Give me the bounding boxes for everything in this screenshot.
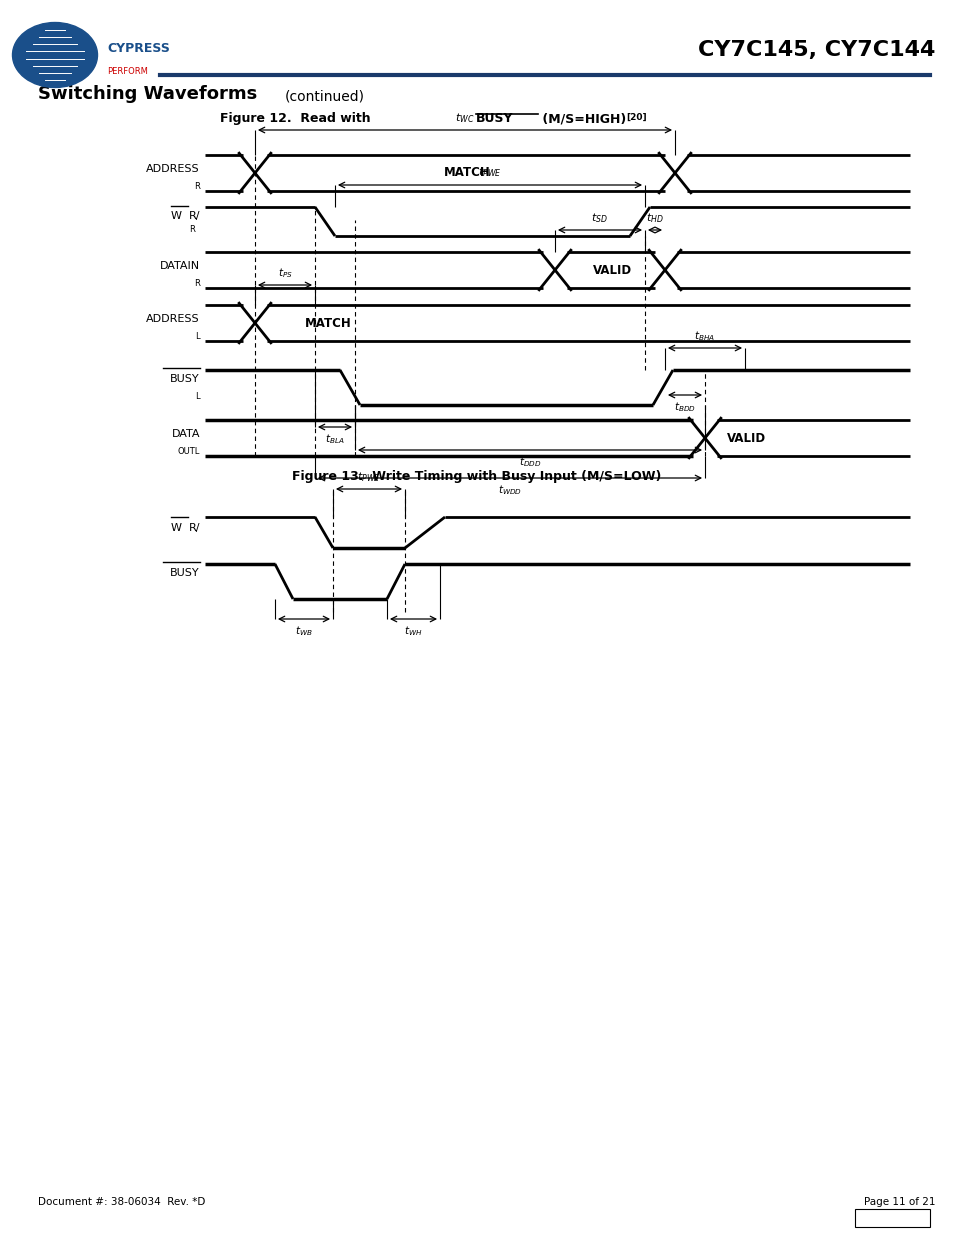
- Text: t$_{HD}$: t$_{HD}$: [645, 211, 663, 225]
- Text: OUTL: OUTL: [177, 447, 200, 456]
- Text: MATCH: MATCH: [305, 316, 352, 330]
- Text: t$_{BHA}$: t$_{BHA}$: [694, 329, 715, 342]
- Text: t$_{PWE}$: t$_{PWE}$: [477, 165, 501, 179]
- Text: t$_{WDD}$: t$_{WDD}$: [497, 483, 521, 498]
- Text: ADDRESS: ADDRESS: [146, 314, 200, 324]
- Text: R/: R/: [189, 211, 200, 221]
- Bar: [854, 1209, 929, 1228]
- Text: ADDRESS: ADDRESS: [146, 164, 200, 174]
- Text: PERFORM: PERFORM: [107, 68, 148, 77]
- Text: t$_{BDD}$: t$_{BDD}$: [674, 400, 696, 414]
- Text: R: R: [189, 226, 194, 235]
- Text: VALID: VALID: [726, 431, 765, 445]
- Text: BUSY: BUSY: [171, 568, 200, 578]
- Text: DATAIN: DATAIN: [160, 261, 200, 270]
- Text: R: R: [193, 279, 200, 288]
- Text: t$_{WC}$: t$_{WC}$: [455, 111, 475, 125]
- Text: BUSY: BUSY: [476, 112, 513, 125]
- Text: W: W: [171, 522, 182, 534]
- Text: Document #: 38-06034  Rev. *D: Document #: 38-06034 Rev. *D: [38, 1197, 205, 1207]
- Text: t$_{SD}$: t$_{SD}$: [591, 211, 608, 225]
- Text: t$_{WH}$: t$_{WH}$: [404, 625, 422, 638]
- Text: VALID: VALID: [593, 263, 632, 277]
- Text: [20]: [20]: [625, 112, 646, 122]
- Text: BUSY: BUSY: [171, 374, 200, 384]
- Text: t$_{BLA}$: t$_{BLA}$: [325, 432, 344, 446]
- Text: DATA: DATA: [172, 429, 200, 438]
- Ellipse shape: [12, 22, 97, 88]
- Text: t$_{PS}$: t$_{PS}$: [277, 266, 293, 279]
- Text: (M/S=HIGH): (M/S=HIGH): [537, 112, 625, 125]
- Text: L: L: [195, 331, 200, 341]
- Text: Page 11 of 21: Page 11 of 21: [862, 1197, 934, 1207]
- Text: MATCH: MATCH: [444, 167, 491, 179]
- Text: R/: R/: [189, 522, 200, 534]
- Text: Switching Waveforms: Switching Waveforms: [38, 85, 257, 103]
- Text: t$_{PWE}$: t$_{PWE}$: [356, 469, 380, 483]
- Text: Figure 13.  Write Timing with Busy Input (M/S=LOW): Figure 13. Write Timing with Busy Input …: [292, 471, 661, 483]
- Text: L: L: [195, 391, 200, 400]
- Text: CYPRESS: CYPRESS: [107, 42, 170, 56]
- Text: t$_{DDD}$: t$_{DDD}$: [518, 456, 540, 469]
- Text: Figure 12.  Read with: Figure 12. Read with: [220, 112, 375, 125]
- Text: W: W: [171, 211, 182, 221]
- Text: CY7C145, CY7C144: CY7C145, CY7C144: [697, 40, 934, 61]
- Text: t$_{WB}$: t$_{WB}$: [294, 625, 313, 638]
- Text: R: R: [193, 182, 200, 190]
- Text: (continued): (continued): [285, 89, 365, 103]
